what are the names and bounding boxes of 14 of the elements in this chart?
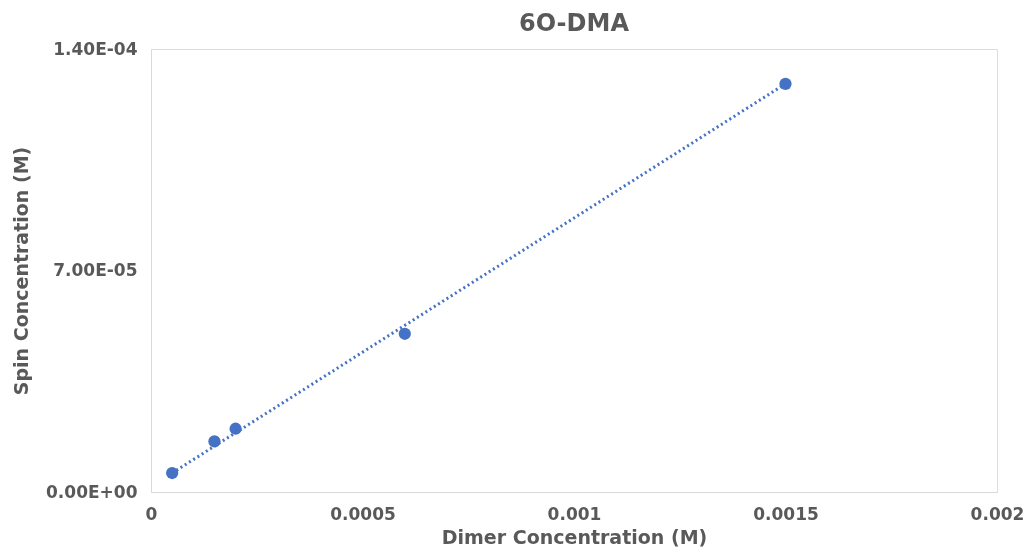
x-tick-label: 0 [145,503,158,524]
y-tick-label: 7.00E-05 [53,260,138,280]
x-tick-label: 0.0005 [330,503,396,524]
x-tick-label: 0.002 [970,503,1025,524]
point [166,466,179,480]
point [779,77,792,90]
point [398,327,411,340]
y-tick-label: 0.00E+00 [46,481,138,502]
x-axis-title: Dimer Concentration (M) [441,525,708,548]
x-tick-label: 0.0015 [753,503,819,524]
chart-title: 6O-DMA [519,9,630,37]
y-tick-label: 1.40E-04 [53,38,138,59]
x-tick-label: 0.001 [547,503,602,524]
y-axis-title: Spin Concentration (M) [10,146,33,396]
